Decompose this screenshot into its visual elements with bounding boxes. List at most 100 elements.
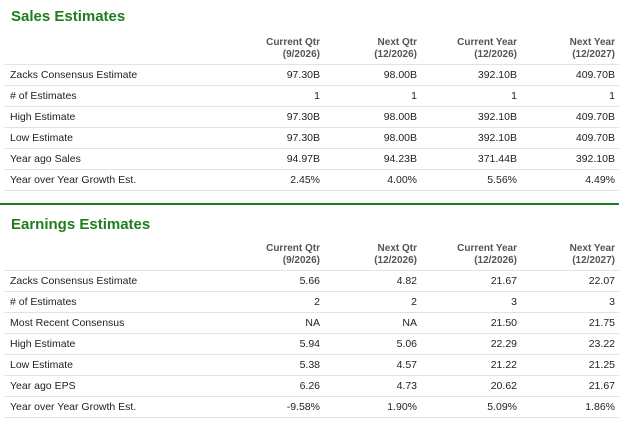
row-label: High Estimate (4, 333, 234, 355)
cell-value: 371.44B (421, 148, 521, 170)
cell-value: 1 (521, 85, 619, 107)
header-line1: Next Qtr (377, 37, 417, 48)
cell-value: 4.82 (324, 270, 421, 292)
cell-value: 21.67 (521, 375, 619, 397)
cell-value: 5.09% (421, 396, 521, 418)
row-label: Year over Year Growth Est. (4, 169, 234, 191)
cell-value: 94.97B (234, 148, 324, 170)
cell-value: 22.07 (521, 270, 619, 292)
header-line2: (12/2026) (474, 49, 517, 60)
row-label: Year ago Sales (4, 148, 234, 170)
table-row: Year over Year Growth Est. 2.45% 4.00% 5… (4, 169, 619, 191)
header-blank (4, 243, 234, 271)
cell-value: 22.29 (421, 333, 521, 355)
cell-value: 5.38 (234, 354, 324, 376)
table-row: Zacks Consensus Estimate 5.66 4.82 21.67… (4, 270, 619, 292)
row-label: Year over Year Growth Est. (4, 396, 234, 418)
header-next-year: Next Year (12/2027) (521, 37, 619, 65)
header-current-qtr: Current Qtr (9/2026) (234, 37, 324, 65)
earnings-estimates-section: Earnings Estimates Current Qtr (9/2026) N… (0, 205, 619, 418)
cell-value: 98.00B (324, 127, 421, 149)
cell-value: 409.70B (521, 127, 619, 149)
header-line2: (12/2026) (374, 255, 417, 266)
cell-value: 392.10B (421, 106, 521, 128)
cell-value: 3 (421, 291, 521, 313)
table-row: # of Estimates 2 2 3 3 (4, 291, 619, 313)
header-next-year: Next Year (12/2027) (521, 243, 619, 271)
row-label: High Estimate (4, 106, 234, 128)
row-label: # of Estimates (4, 85, 234, 107)
table-row: High Estimate 97.30B 98.00B 392.10B 409.… (4, 106, 619, 128)
cell-value: 21.50 (421, 312, 521, 334)
cell-value: 23.22 (521, 333, 619, 355)
cell-value: 4.49% (521, 169, 619, 191)
cell-value: 20.62 (421, 375, 521, 397)
cell-value: 2 (324, 291, 421, 313)
cell-value: 392.10B (421, 127, 521, 149)
cell-value: 2 (234, 291, 324, 313)
sales-estimates-title: Sales Estimates (11, 8, 126, 25)
cell-value: 4.57 (324, 354, 421, 376)
row-label: Zacks Consensus Estimate (4, 270, 234, 292)
cell-value: 97.30B (234, 106, 324, 128)
table-header-row: Current Qtr (9/2026) Next Qtr (12/2026) Cu… (4, 243, 619, 271)
row-label: Low Estimate (4, 127, 234, 149)
cell-value: 5.94 (234, 333, 324, 355)
cell-value: 5.06 (324, 333, 421, 355)
cell-value: 392.10B (521, 148, 619, 170)
cell-value: 97.30B (234, 64, 324, 86)
cell-value: 6.26 (234, 375, 324, 397)
row-label: Zacks Consensus Estimate (4, 64, 234, 86)
sales-estimates-section: Sales Estimates Current Qtr (9/2026) Next… (0, 0, 619, 191)
table-row: Year over Year Growth Est. -9.58% 1.90% … (4, 396, 619, 418)
header-current-year: Current Year (12/2026) (421, 37, 521, 65)
header-next-qtr: Next Qtr (12/2026) (324, 37, 421, 65)
cell-value: 1.86% (521, 396, 619, 418)
table-row: Most Recent Consensus NA NA 21.50 21.75 (4, 312, 619, 334)
cell-value: 1 (324, 85, 421, 107)
header-blank (4, 37, 234, 65)
header-line1: Current Qtr (266, 37, 320, 48)
cell-value: 1 (421, 85, 521, 107)
header-line2: (9/2026) (282, 49, 320, 60)
cell-value: 98.00B (324, 106, 421, 128)
cell-value: 97.30B (234, 127, 324, 149)
table-row: # of Estimates 1 1 1 1 (4, 85, 619, 107)
cell-value: 21.22 (421, 354, 521, 376)
row-label: Low Estimate (4, 354, 234, 376)
header-line2: (12/2026) (374, 49, 417, 60)
cell-value: 409.70B (521, 106, 619, 128)
row-label: # of Estimates (4, 291, 234, 313)
section-divider (0, 203, 619, 205)
header-next-qtr: Next Qtr (12/2026) (324, 243, 421, 271)
cell-value: 21.67 (421, 270, 521, 292)
cell-value: 4.73 (324, 375, 421, 397)
earnings-estimates-table: Current Qtr (9/2026) Next Qtr (12/2026) Cu… (4, 243, 619, 418)
cell-value: 3 (521, 291, 619, 313)
cell-value: -9.58% (234, 396, 324, 418)
table-row: Low Estimate 5.38 4.57 21.22 21.25 (4, 354, 619, 376)
header-line2: (12/2027) (572, 255, 615, 266)
header-line1: Next Year (569, 37, 615, 48)
cell-value: 5.66 (234, 270, 324, 292)
cell-value: 98.00B (324, 64, 421, 86)
sales-estimates-table: Current Qtr (9/2026) Next Qtr (12/2026) Cu… (4, 37, 619, 191)
table-row: Year ago Sales 94.97B 94.23B 371.44B 392… (4, 148, 619, 170)
header-line2: (9/2026) (282, 255, 320, 266)
cell-value: 2.45% (234, 169, 324, 191)
header-line1: Current Qtr (266, 243, 320, 254)
row-label: Most Recent Consensus (4, 312, 234, 334)
cell-value: NA (324, 312, 421, 334)
table-row: Zacks Consensus Estimate 97.30B 98.00B 3… (4, 64, 619, 86)
table-row: Year ago EPS 6.26 4.73 20.62 21.67 (4, 375, 619, 397)
header-line2: (12/2026) (474, 255, 517, 266)
row-label: Year ago EPS (4, 375, 234, 397)
cell-value: 21.25 (521, 354, 619, 376)
cell-value: 1 (234, 85, 324, 107)
table-row: Low Estimate 97.30B 98.00B 392.10B 409.7… (4, 127, 619, 149)
table-row: High Estimate 5.94 5.06 22.29 23.22 (4, 333, 619, 355)
header-current-year: Current Year (12/2026) (421, 243, 521, 271)
header-line1: Current Year (457, 243, 517, 254)
cell-value: 21.75 (521, 312, 619, 334)
header-line1: Next Qtr (377, 243, 417, 254)
